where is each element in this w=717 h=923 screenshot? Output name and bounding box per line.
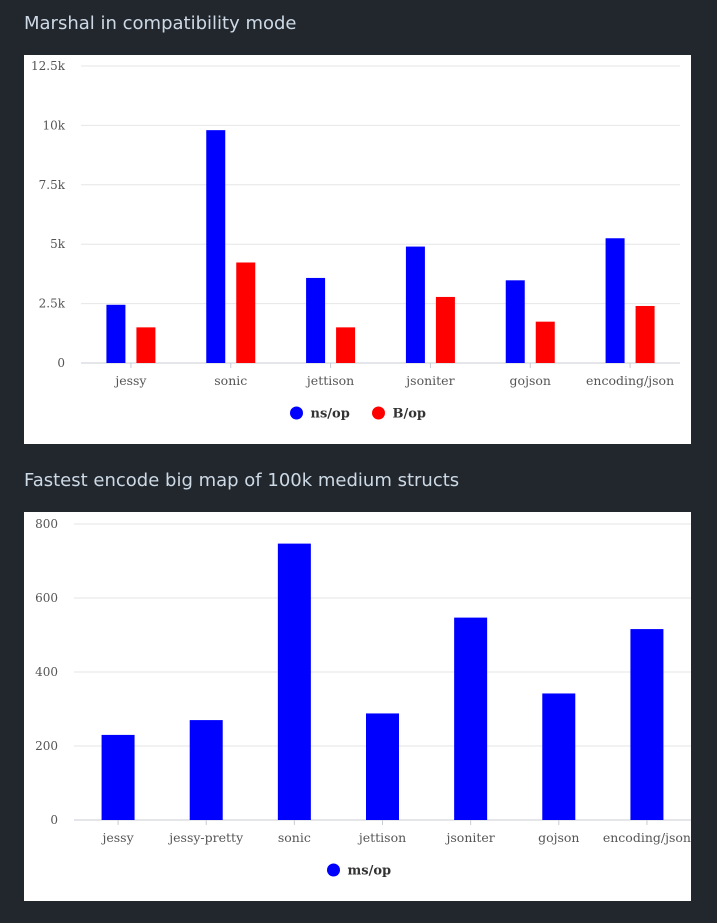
chart2-title: Fastest encode big map of 100k medium st… (24, 470, 460, 491)
x-category-label: jessy-pretty (167, 830, 244, 845)
x-category-label: gojson (510, 373, 551, 388)
bar-ns-op (206, 130, 226, 363)
bar-ms-op (630, 629, 664, 820)
bar-ms-op (454, 617, 488, 820)
y-tick-label: 800 (35, 517, 58, 531)
chart2-panel: 0 200 400 600 800 jessy jessy-pretty sonic jetti… (24, 512, 691, 901)
y-tick-label: 10k (42, 118, 65, 132)
bar-ns-op (505, 280, 525, 363)
legend-item: ms/op (327, 863, 392, 879)
y-tick-label: 600 (35, 591, 58, 605)
y-tick-label: 0 (50, 813, 58, 827)
x-category-label: jsoniter (404, 373, 454, 388)
chart1-svg: 0 2.5k 5k 7.5k 10k 12.5k jessy sonic jettison jso… (31, 59, 680, 422)
bar-ms-op (101, 734, 135, 820)
legend-marker (327, 863, 340, 877)
chart1-panel: 0 2.5k 5k 7.5k 10k 12.5k jessy sonic jettison jso… (24, 55, 691, 444)
chart1-title: Marshal in compatibility mode (24, 13, 297, 34)
bar-b-op (236, 262, 256, 363)
legend-label: ms/op (348, 864, 392, 879)
legend-item: ns/op (290, 406, 350, 422)
x-category-label: jettison (305, 373, 354, 388)
bar-b-op (136, 327, 156, 363)
bar-ms-op (189, 720, 223, 820)
x-category-label: encoding/json (586, 373, 674, 388)
legend-marker (290, 406, 303, 420)
legend-label: B/op (393, 407, 427, 422)
bar-ms-op (277, 543, 311, 820)
bar-ms-op (366, 713, 399, 820)
bar-ns-op (405, 246, 425, 363)
bar-b-op (635, 305, 655, 363)
y-tick-label: 7.5k (39, 178, 66, 192)
x-category-label: sonic (278, 830, 311, 845)
x-category-label: jettison (357, 830, 406, 845)
y-tick-label: 12.5k (31, 59, 66, 73)
x-category-label: gojson (538, 830, 579, 845)
bar-b-op (336, 327, 356, 363)
bar-ms-op (542, 693, 576, 820)
y-tick-label: 400 (35, 665, 58, 679)
legend-item: B/op (372, 406, 427, 422)
chart2-svg: 0 200 400 600 800 jessy jessy-pretty sonic jetti… (35, 517, 691, 879)
bar-ns-op (306, 277, 326, 363)
y-tick-label: 200 (35, 739, 58, 753)
x-category-label: jsoniter (445, 830, 495, 845)
x-category-label: sonic (214, 373, 247, 388)
y-tick-label: 2.5k (39, 297, 66, 311)
y-tick-label: 0 (57, 356, 65, 370)
bar-b-op (435, 296, 455, 363)
bar-ns-op (106, 304, 126, 363)
legend-marker (372, 406, 385, 420)
x-category-label: jessy (113, 373, 147, 388)
bar-b-op (535, 321, 555, 363)
legend-label: ns/op (311, 407, 350, 422)
x-category-label: encoding/json (603, 830, 691, 845)
y-tick-label: 5k (50, 237, 66, 251)
x-category-label: jessy (100, 830, 134, 845)
bar-ns-op (605, 238, 625, 363)
